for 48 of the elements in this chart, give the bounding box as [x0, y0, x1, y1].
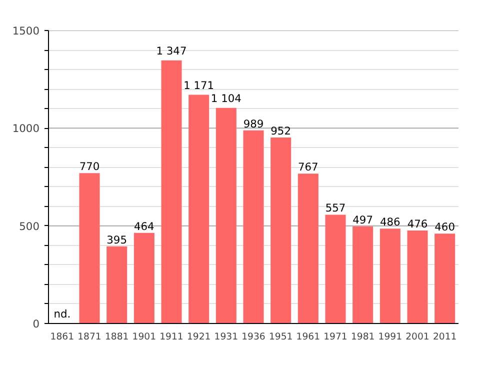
bar: [434, 234, 456, 324]
y-tick-label: 0: [32, 318, 40, 330]
data-label: 952: [270, 124, 292, 138]
y-tick-label: 1000: [12, 122, 40, 136]
x-tick-label: 1936: [242, 332, 266, 342]
data-label: 497: [352, 213, 374, 226]
bar: [243, 130, 264, 324]
x-tick-label: 1911: [160, 332, 184, 342]
data-label: 460: [434, 220, 456, 234]
x-tick-label: 2001: [406, 332, 430, 342]
bar: [298, 174, 318, 324]
bar: [407, 230, 428, 324]
bar: [216, 108, 236, 324]
bar: [270, 138, 292, 324]
x-tick-label: 1881: [104, 332, 129, 342]
data-label: 476: [407, 218, 428, 231]
data-label: 395: [106, 233, 128, 246]
x-tick-label: 1961: [296, 332, 320, 342]
x-tick-label: 1951: [268, 332, 293, 342]
data-label: 989: [243, 117, 264, 130]
data-label: 767: [298, 160, 318, 174]
data-label: 557: [325, 202, 346, 215]
x-tick-label: 1971: [324, 332, 348, 342]
data-label: 486: [380, 216, 401, 229]
x-tick-label: 2011: [432, 332, 457, 342]
bar: [325, 214, 346, 324]
bar: [106, 246, 128, 324]
bar: [79, 173, 100, 324]
y-tick-label: 1500: [12, 24, 40, 38]
bar: [352, 226, 374, 324]
y-tick-label: 500: [19, 220, 40, 233]
text: nd.: [54, 308, 71, 320]
bar: [188, 94, 210, 324]
x-tick-label: 1901: [132, 332, 156, 342]
x-tick-label: 1991: [378, 332, 402, 342]
bar: [134, 232, 154, 324]
bar: [161, 60, 182, 324]
x-tick-label: 1981: [350, 332, 375, 342]
data-label: 1 104: [210, 92, 242, 105]
x-tick-label: 1861: [50, 332, 74, 342]
data-label: 1 171: [184, 78, 214, 92]
data-label: 770: [79, 160, 100, 174]
data-label: 464: [134, 220, 155, 233]
data-label: 1 347: [156, 44, 187, 58]
x-tick-label: 1871: [78, 332, 102, 342]
x-tick-label: 1931: [214, 332, 238, 342]
x-tick-label: 1921: [186, 332, 211, 342]
bar: [380, 228, 400, 324]
